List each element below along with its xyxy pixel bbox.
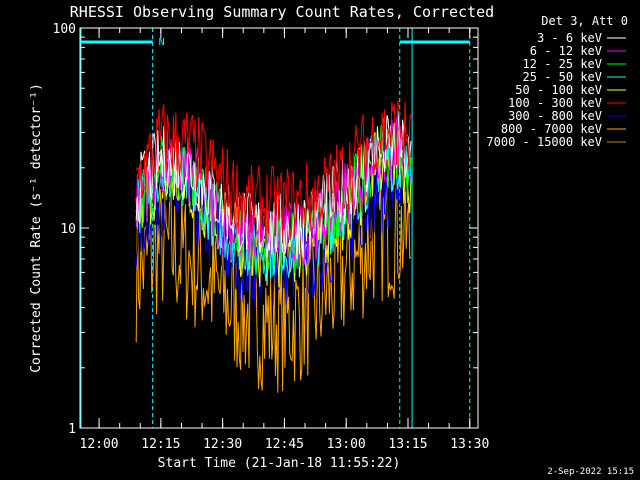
y-tick-label: 1 [68,422,76,437]
y-tick-label: 100 [53,22,76,37]
y-axis-label: Corrected Count Rate (s⁻¹ detector⁻¹) [29,83,44,373]
chart-title: RHESSI Observing Summary Count Rates, Co… [70,3,494,21]
axes-layer: 1 10 100 12:00 12:15 12:30 12:45 13:00 13:15 13:3… [53,22,490,452]
x-tick-label: 12:30 [203,437,242,452]
legend-label: 50 - 100 keV [515,83,602,97]
series-line-6-12keV [135,117,412,267]
footer-date: 2-Sep-2022 15:15 [547,467,634,477]
series-line-100-300keV [135,100,412,245]
legend-label: 800 - 7000 keV [501,122,602,136]
x-tick-label: 13:15 [388,437,427,452]
x-tick-label: 13:00 [327,437,366,452]
x-axis-label: Start Time (21-Jan-18 11:55:22) [158,456,401,471]
plot-data-layer: N [80,28,471,428]
legend-label: 6 - 12 keV [530,44,602,58]
legend-label: 7000 - 15000 keV [486,135,602,149]
legend-title: Det 3, Att 0 [541,14,628,28]
legend-label: 25 - 50 keV [523,70,602,84]
series-line-800-7000keV [135,166,412,393]
x-tick-label: 12:00 [80,437,119,452]
legend-label: 100 - 300 keV [508,96,602,110]
x-tick-label: 12:15 [141,437,180,452]
x-tick-label: 13:30 [450,437,489,452]
night-annotation: N [159,37,165,48]
legend-label: 300 - 800 keV [508,109,602,123]
x-tick-label: 12:45 [265,437,304,452]
legend-label: 3 - 6 keV [537,31,602,45]
y-tick-label: 10 [60,222,76,237]
legend-label: 12 - 25 keV [523,57,602,71]
